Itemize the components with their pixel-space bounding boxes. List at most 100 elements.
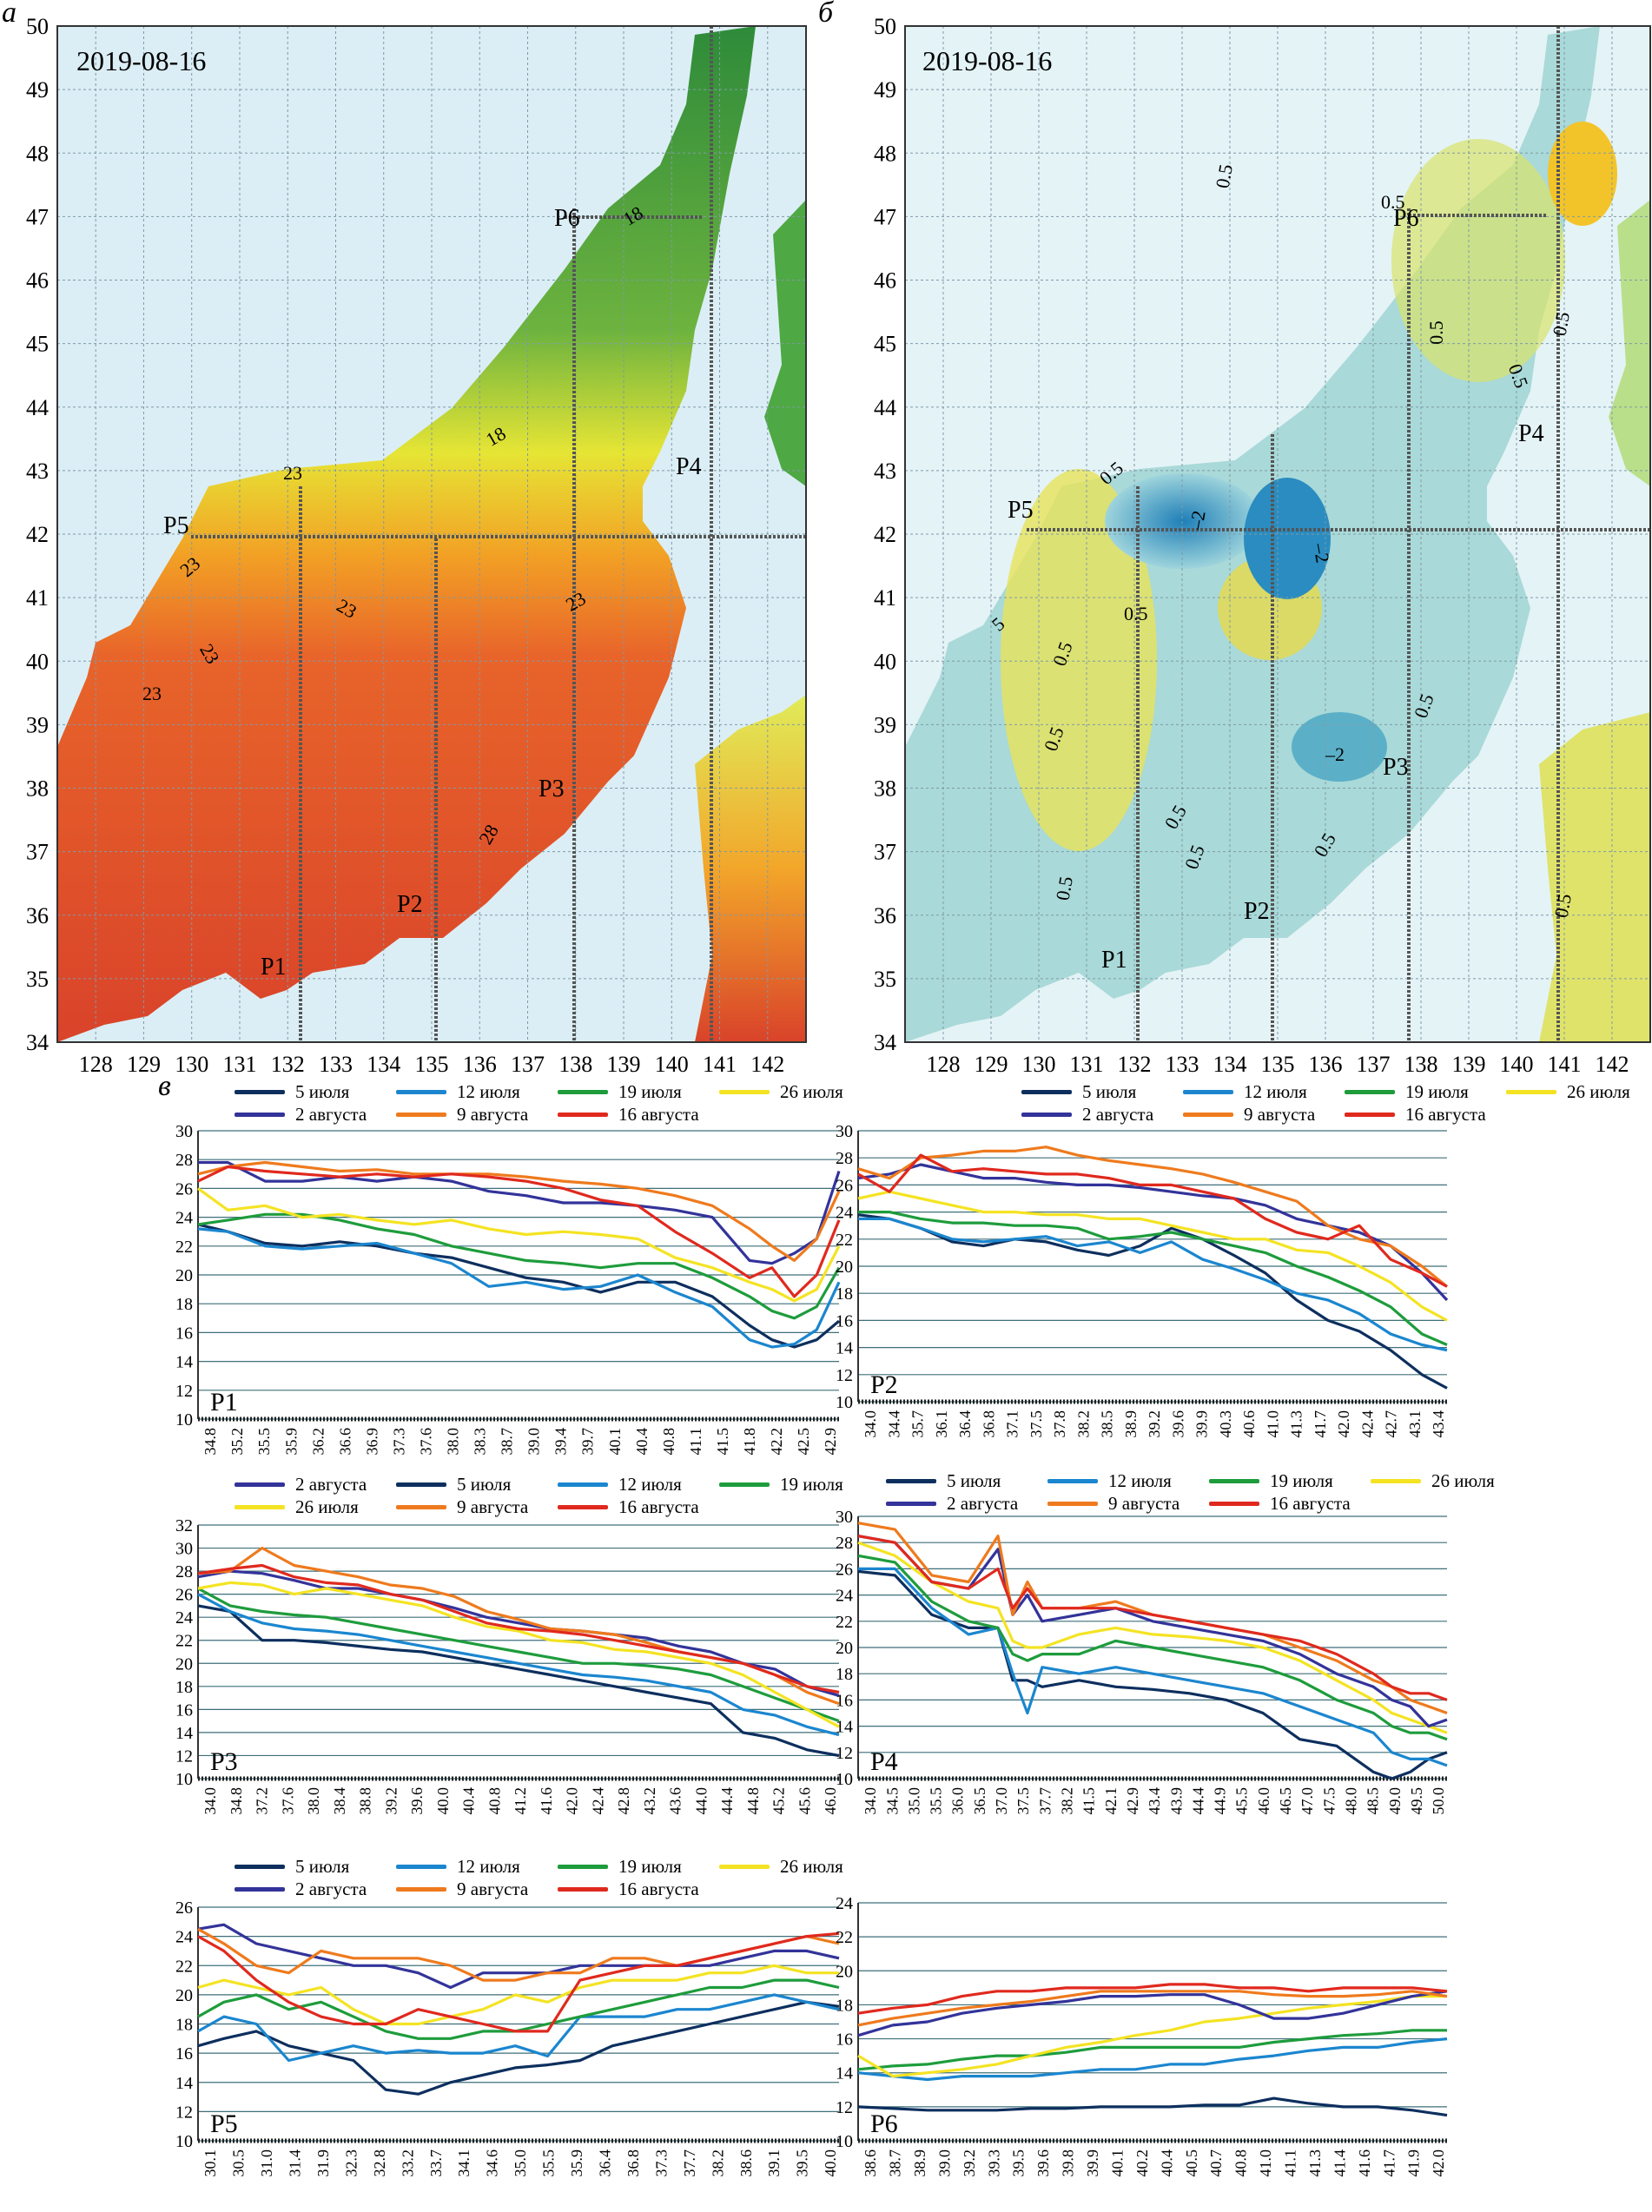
legend-swatch: [1506, 1089, 1556, 1094]
x-tick-label: 43.6: [667, 1787, 684, 1815]
y-tick-label: 22: [836, 1613, 853, 1632]
map-lat-tick: 45: [874, 332, 896, 357]
legend-swatch: [235, 1864, 285, 1869]
y-tick-label: 12: [836, 2098, 853, 2117]
x-tick-label: 38.0: [305, 1787, 322, 1815]
x-tick-label: 37.7: [1036, 1787, 1054, 1815]
legend-label: 16 августа: [618, 1103, 699, 1125]
x-tick-label: 30.5: [230, 2149, 248, 2177]
y-tick-label: 10: [836, 1393, 853, 1412]
map-lon-tick: 130: [1022, 1052, 1056, 1077]
x-tick-label: 41.1: [687, 1428, 704, 1456]
series-line: [857, 1990, 1448, 2037]
x-tick-label: 34.4: [885, 1410, 902, 1438]
series-line: [197, 1160, 841, 1262]
x-tick-label: 39.3: [985, 2149, 1002, 2177]
series-line: [197, 1569, 840, 1697]
y-tick-label: 22: [836, 1231, 853, 1250]
y-tick-label: 28: [836, 1534, 853, 1553]
x-tick-label: 36.9: [363, 1428, 380, 1456]
contour-label: 23: [142, 683, 162, 704]
legend-swatch: [558, 1504, 608, 1509]
legend-row: 5 июля 12 июля 19 июля 26 июля: [1021, 1080, 1652, 1103]
y-tick-label: 26: [836, 1176, 853, 1195]
map-lat-tick: 44: [26, 395, 49, 420]
legend-label: 12 июля: [1108, 1469, 1172, 1491]
legend-swatch: [1209, 1478, 1259, 1483]
x-tick-label: 36.1: [933, 1410, 950, 1438]
map-lon-tick: 140: [1500, 1052, 1534, 1077]
legend-label: 2 августа: [1082, 1103, 1154, 1125]
series-line: [197, 1978, 840, 2040]
profile-label-p1: P1: [1101, 947, 1127, 974]
map-lat-tick: 49: [874, 77, 896, 102]
legend-label: 19 июля: [780, 1473, 843, 1495]
x-tick-label: 43.2: [641, 1787, 658, 1815]
legend-swatch: [1183, 1112, 1233, 1117]
legend-item: 12 июля: [396, 1081, 558, 1103]
map-lon-tick: 134: [1213, 1052, 1247, 1077]
x-tick-label: 36.4: [596, 2149, 613, 2177]
y-tick-label: 12: [836, 1744, 853, 1763]
legend-row: 5 июля 12 июля 19 июля 26 июля: [235, 1855, 881, 1878]
legend-swatch: [396, 1482, 446, 1487]
legend-label: 16 августа: [1405, 1103, 1486, 1125]
legend-label: 9 августа: [1108, 1492, 1180, 1514]
legend-swatch: [396, 1886, 446, 1892]
x-tick-label: 39.2: [382, 1787, 400, 1815]
x-tick-label: 40.0: [434, 1787, 452, 1815]
contour-label: –2: [1185, 508, 1210, 532]
x-tick-label: 39.9: [1193, 1410, 1211, 1438]
y-tick-label: 10: [175, 2132, 193, 2151]
map-lat-tick: 46: [26, 268, 49, 294]
legend-item: 9 августа: [1183, 1104, 1345, 1126]
legend-swatch: [1345, 1089, 1395, 1094]
legend-label: 9 августа: [457, 1878, 529, 1899]
legend-swatch: [1345, 1112, 1395, 1117]
x-tick-label: 44.4: [1189, 1787, 1206, 1815]
profile-label-p1: P1: [261, 954, 287, 981]
x-tick-label: 46.5: [1277, 1787, 1294, 1815]
y-tick-label: 26: [836, 1560, 853, 1579]
series-line: [858, 1211, 1448, 1346]
y-tick-label: 28: [836, 1149, 853, 1168]
map-lon-tick: 140: [655, 1052, 689, 1077]
legend-label: 26 июля: [780, 1080, 843, 1102]
x-tick-label: 42.4: [1358, 1410, 1376, 1438]
legend-label: 26 июля: [780, 1855, 843, 1877]
x-tick-label: 44.0: [692, 1787, 710, 1815]
x-tick-label: 42.1: [1102, 1787, 1120, 1815]
panel-label-a: а: [2, 0, 17, 29]
x-tick-label: 30.1: [202, 2149, 219, 2177]
series-line: [857, 1569, 1448, 1780]
x-tick-label: 43.4: [1430, 1410, 1447, 1438]
y-tick-label: 16: [836, 1691, 853, 1710]
y-tick-label: 26: [175, 1179, 193, 1198]
x-tick-label: 42.2: [768, 1428, 785, 1456]
legend-swatch: [1047, 1478, 1098, 1483]
y-tick-label: 16: [175, 1324, 193, 1343]
legend-item: 19 июля: [719, 1474, 881, 1496]
y-tick-label: 30: [175, 1540, 193, 1559]
map-lon-tick: 138: [558, 1052, 592, 1077]
map-lat-tick: 42: [26, 522, 49, 547]
legend-row: 2 августа 5 июля 12 июля 19 июля: [235, 1473, 881, 1496]
profile-label-p5: P5: [163, 512, 189, 539]
x-tick-label: 37.3: [390, 1428, 407, 1456]
contour-label: 0.5: [1548, 310, 1574, 338]
line-chart-p5: 10 12 14 16 18 20 22 24 26 30.1 30.5 31.0 31.4 31.9 32…: [175, 1902, 840, 2177]
x-tick-label: 47.5: [1320, 1787, 1338, 1815]
x-tick-label: 41.6: [1356, 2149, 1373, 2177]
legend-label: 9 августа: [457, 1496, 529, 1517]
x-tick-label: 38.5: [1099, 1410, 1116, 1438]
x-tick-label: 40.4: [1158, 2149, 1175, 2177]
legend-item: 16 августа: [558, 1879, 719, 1900]
series-line: [197, 1223, 841, 1349]
legend-item: 12 июля: [558, 1474, 719, 1496]
map-lon-tick: 136: [1309, 1052, 1343, 1077]
y-tick-label: 20: [175, 1266, 193, 1285]
x-tick-label: 36.6: [336, 1428, 354, 1456]
y-tick-label: 16: [175, 1700, 193, 1720]
anomaly-map: 50 49 48 47 46 45 44 43 42 41 40 39 38 37 36 35 34 128 129…: [874, 14, 1651, 1077]
legend-swatch: [235, 1089, 285, 1094]
